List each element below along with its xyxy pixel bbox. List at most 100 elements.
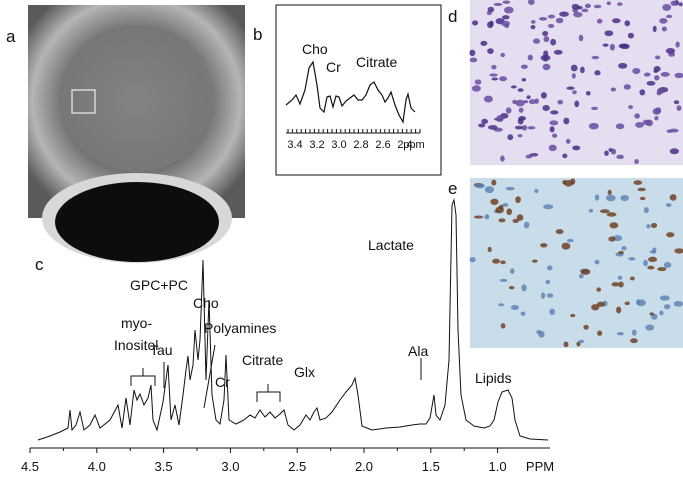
- nucleus: [604, 30, 614, 37]
- peak-label: Inositol: [114, 337, 158, 353]
- nucleus: [563, 117, 570, 125]
- nucleus: [659, 18, 668, 24]
- panel-label: b: [253, 25, 262, 44]
- nucleus: [617, 2, 623, 6]
- cell: [484, 186, 495, 194]
- rectum: [55, 182, 219, 262]
- nucleus: [654, 55, 661, 60]
- nucleus: [661, 26, 667, 32]
- prostate: [62, 28, 212, 172]
- nucleus: [573, 11, 583, 18]
- nucleus: [480, 40, 488, 46]
- brackets: [130, 344, 422, 409]
- nucleus: [634, 113, 640, 119]
- nucleus: [616, 154, 624, 159]
- nucleus: [493, 2, 503, 6]
- bracket: [130, 368, 156, 386]
- nucleus: [512, 99, 517, 104]
- peak-label: Tau: [150, 342, 173, 358]
- cell: [649, 312, 654, 316]
- tick-label: 1.5: [422, 459, 440, 474]
- cell: [498, 303, 505, 307]
- nucleus: [491, 77, 499, 81]
- tick-label: 3.0: [221, 459, 239, 474]
- nucleus: [552, 133, 558, 138]
- nucleus: [518, 107, 524, 113]
- cell: [492, 258, 501, 264]
- nucleus: [623, 84, 631, 90]
- cell: [673, 300, 683, 307]
- nucleus: [653, 69, 658, 73]
- nucleus: [571, 73, 576, 79]
- cell: [639, 196, 646, 201]
- tick-label: 2.0: [355, 459, 373, 474]
- nucleus: [660, 72, 670, 77]
- nucleus: [474, 79, 482, 85]
- nucleus: [542, 31, 549, 37]
- nucleus: [526, 95, 531, 100]
- axis-unit: PPM: [526, 459, 554, 474]
- nucleus: [517, 134, 523, 138]
- cell: [633, 180, 643, 185]
- inset-spectrum: [285, 60, 416, 124]
- tick-label: 2.6: [375, 139, 390, 151]
- panel-label: c: [35, 255, 44, 274]
- cell: [664, 304, 671, 310]
- cell: [500, 260, 506, 265]
- cell: [578, 274, 584, 279]
- cell: [487, 246, 492, 253]
- nucleus: [675, 41, 680, 48]
- nucleus: [618, 62, 628, 69]
- cell: [611, 282, 620, 287]
- nucleus: [612, 18, 621, 24]
- cell: [500, 323, 506, 329]
- cell: [570, 178, 576, 185]
- cell: [599, 209, 610, 214]
- cell: [543, 204, 554, 210]
- cell: [516, 214, 524, 221]
- nucleus: [469, 57, 478, 63]
- cell: [657, 267, 667, 272]
- nucleus: [500, 155, 505, 162]
- cell: [596, 301, 605, 307]
- cell: [621, 246, 627, 251]
- cell: [669, 194, 677, 201]
- cell: [630, 338, 638, 344]
- cell: [630, 276, 635, 281]
- cell: [618, 250, 624, 255]
- tick-label: 2.4: [397, 139, 412, 151]
- tick-label: 3.5: [155, 459, 173, 474]
- nucleus: [652, 25, 657, 33]
- nucleus: [510, 85, 517, 89]
- panel-label: d: [448, 7, 457, 26]
- nucleus: [489, 20, 494, 27]
- cell: [632, 329, 637, 336]
- nucleus: [674, 72, 683, 79]
- leader: [203, 344, 216, 409]
- nucleus: [504, 6, 514, 14]
- nucleus: [483, 95, 493, 103]
- cell: [545, 279, 551, 285]
- cell: [597, 330, 603, 336]
- cell: [576, 341, 581, 347]
- cell: [531, 259, 538, 263]
- nucleus: [500, 52, 506, 58]
- cell: [538, 330, 545, 338]
- nucleus: [609, 43, 615, 51]
- nucleus: [578, 34, 584, 42]
- cell: [549, 308, 555, 316]
- cell: [580, 268, 591, 275]
- cell: [512, 218, 520, 223]
- peak-label: Cho: [193, 295, 219, 311]
- nucleus: [593, 4, 602, 9]
- nucleus: [542, 104, 550, 111]
- cell: [541, 292, 546, 299]
- nucleus: [487, 125, 498, 130]
- nucleus: [501, 20, 510, 27]
- cell: [606, 212, 617, 217]
- nucleus: [584, 3, 591, 9]
- cell: [484, 214, 490, 220]
- nucleus: [491, 64, 497, 70]
